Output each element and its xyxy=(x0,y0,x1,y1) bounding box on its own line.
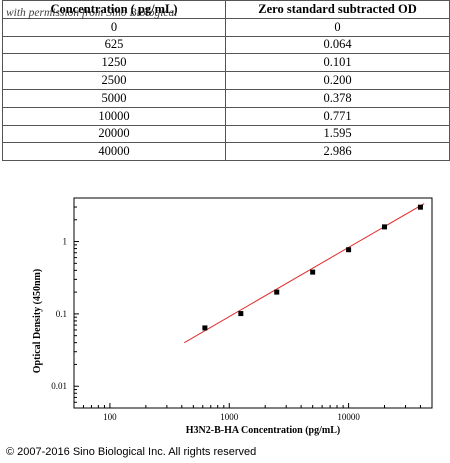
data-point xyxy=(274,289,280,295)
data-point xyxy=(310,269,316,275)
table-row: 2500 0.200 xyxy=(2,71,450,90)
y-axis-title: Optical Density (450nm) xyxy=(32,269,43,373)
concentration-cell: 10000 xyxy=(2,106,226,126)
data-point xyxy=(238,311,244,317)
y-tick-label: 0.01 xyxy=(51,381,67,391)
copyright-footer: © 2007-2016 Sino Biological Inc. All rig… xyxy=(6,446,257,458)
x-tick-label: 100 xyxy=(103,412,117,422)
od-cell: 1.595 xyxy=(225,124,450,144)
concentration-cell: 40000 xyxy=(2,142,226,162)
od-cell: 0 xyxy=(225,17,450,37)
standard-curve-table: Concentration ( pg/mL) Zero standard sub… xyxy=(2,0,450,162)
concentration-cell: 625 xyxy=(2,35,226,55)
od-cell: 0.771 xyxy=(225,106,450,126)
table-header-row: Concentration ( pg/mL) Zero standard sub… xyxy=(2,0,450,19)
od-cell: 0.064 xyxy=(225,35,450,55)
data-point xyxy=(382,224,388,230)
data-point xyxy=(202,325,208,331)
fit-line xyxy=(184,203,425,344)
table-row: 1250 0.101 xyxy=(2,53,450,73)
od-cell: 0.101 xyxy=(225,53,450,73)
od-column-header: Zero standard subtracted OD xyxy=(225,0,450,19)
concentration-column-header: Concentration ( pg/mL) xyxy=(2,0,226,19)
y-tick-label: 0.1 xyxy=(56,309,67,319)
x-tick-label: 10000 xyxy=(337,412,360,422)
standard-curve-chart: 0.01 0.1 1 100 1000 10000 H3N2-B-HA Concentra… xyxy=(32,197,433,436)
od-cell: 0.200 xyxy=(225,71,450,90)
table-row: 5000 0.378 xyxy=(2,88,450,108)
concentration-cell: 1250 xyxy=(2,53,226,73)
table-row: 20000 1.595 xyxy=(2,124,450,144)
table-row: 625 0.064 xyxy=(2,35,450,55)
od-cell: 2.986 xyxy=(225,142,450,162)
table-row: 10000 0.771 xyxy=(2,106,450,126)
x-tick-label: 1000 xyxy=(220,412,239,422)
concentration-cell: 2500 xyxy=(2,71,226,90)
od-cell: 0.378 xyxy=(225,88,450,108)
fit-line-layer xyxy=(184,203,425,344)
concentration-cell: 5000 xyxy=(2,88,226,108)
concentration-cell: 0 xyxy=(2,17,226,37)
plot-frame xyxy=(73,197,433,409)
table-row: 40000 2.986 xyxy=(2,142,450,162)
data-point xyxy=(346,247,352,253)
data-points-layer xyxy=(202,204,423,331)
data-point xyxy=(417,204,423,210)
concentration-cell: 20000 xyxy=(2,124,226,144)
chart-axes: 0.01 0.1 1 100 1000 10000 xyxy=(51,197,433,422)
y-tick-label: 1 xyxy=(63,237,68,247)
x-axis-title: H3N2-B-HA Concentration (pg/mL) xyxy=(186,425,340,436)
